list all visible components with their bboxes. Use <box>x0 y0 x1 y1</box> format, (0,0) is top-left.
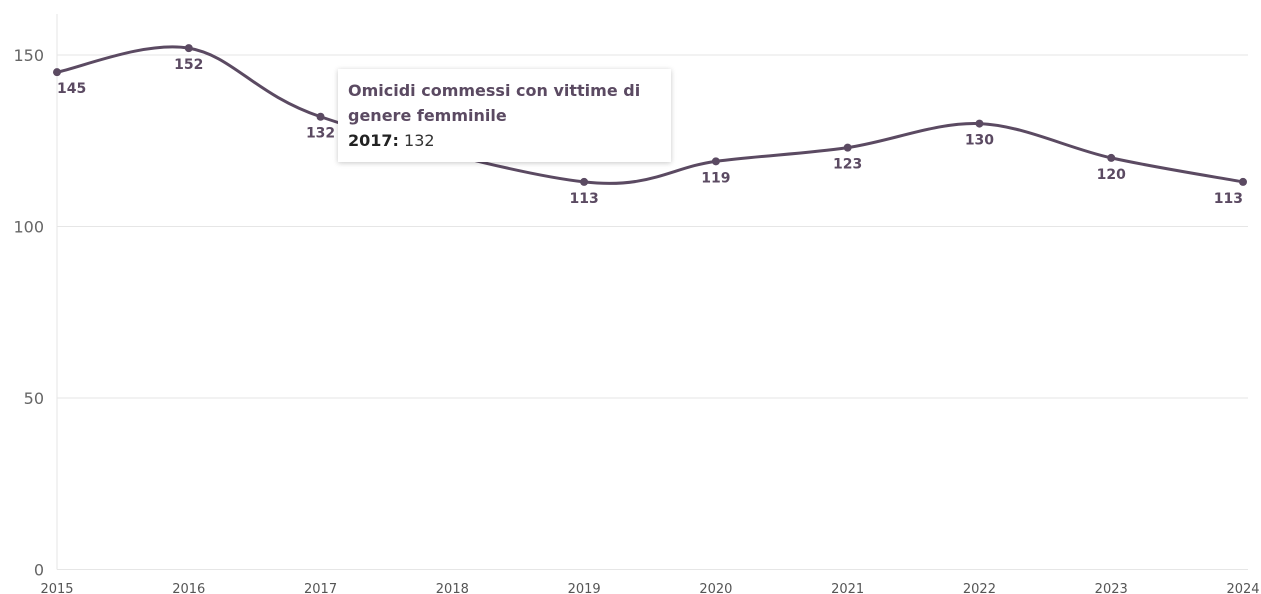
data-point-2021 <box>843 143 852 152</box>
data-point-2015 <box>53 68 61 77</box>
data-label-2023: 120 <box>1097 167 1126 183</box>
grid-lines <box>56 14 1248 570</box>
data-label-2022: 130 <box>965 133 994 149</box>
points-group <box>53 44 1247 186</box>
data-labels-group: 145 152 132 113 119 123 130 120 113 <box>57 57 1243 207</box>
x-tick-label-2024: 2024 <box>1226 582 1259 594</box>
x-tick-label-2015: 2015 <box>40 582 73 594</box>
data-label-2020: 119 <box>701 170 730 186</box>
data-label-2021: 123 <box>833 157 862 173</box>
tooltip-value-row: 2017: 132 <box>348 128 661 153</box>
y-tick-label-150: 150 <box>13 46 44 65</box>
series-line-0 <box>55 45 1245 185</box>
data-point-2022 <box>975 119 984 128</box>
data-point-2020 <box>711 157 720 166</box>
y-tick-label-100: 100 <box>13 218 44 237</box>
tooltip-title: Omicidi commessi con vittime di genere f… <box>348 81 641 125</box>
x-tick-label-2023: 2023 <box>1095 582 1128 594</box>
data-label-2019: 113 <box>569 191 598 207</box>
data-label-2017: 132 <box>306 126 335 142</box>
tooltip-value: 132 <box>404 131 435 150</box>
x-tick-label-2016: 2016 <box>172 582 205 594</box>
series-group <box>55 45 1245 185</box>
x-tick-label-2020: 2020 <box>699 582 732 594</box>
x-tick-label-2021: 2021 <box>831 582 864 594</box>
data-label-2015: 145 <box>57 81 86 97</box>
y-tick-label-0: 0 <box>34 561 44 580</box>
data-label-2024: 113 <box>1214 191 1243 207</box>
x-tick-label-2018: 2018 <box>436 582 469 594</box>
data-point-2019 <box>580 177 589 186</box>
x-axis-labels: 2015 2016 2017 2018 2019 2020 2021 2022 2023 2024 <box>40 582 1259 594</box>
data-label-2016: 152 <box>174 57 203 73</box>
tooltip-year: 2017: <box>348 131 399 150</box>
x-tick-label-2017: 2017 <box>304 582 337 594</box>
data-point-2024 <box>1239 177 1247 186</box>
y-tick-label-50: 50 <box>24 389 44 408</box>
y-axis-labels: 0 50 100 150 <box>13 46 44 580</box>
x-tick-label-2019: 2019 <box>568 582 601 594</box>
data-point-2016 <box>184 44 193 53</box>
tooltip: Omicidi commessi con vittime di genere f… <box>338 69 671 162</box>
x-tick-label-2022: 2022 <box>963 582 996 594</box>
data-point-2023 <box>1107 153 1116 162</box>
data-point-2017 <box>316 112 325 121</box>
